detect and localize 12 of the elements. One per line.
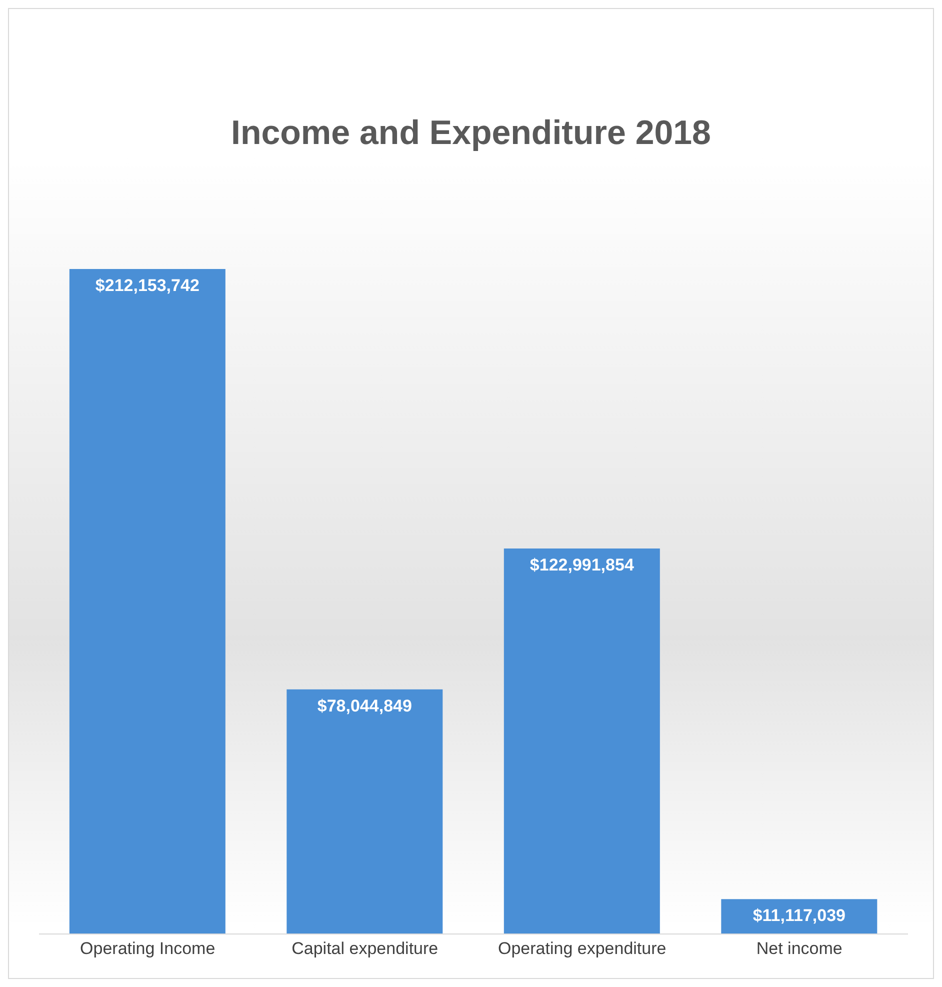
x-tick-label: Net income xyxy=(756,939,842,958)
chart-title: Income and Expenditure 2018 xyxy=(230,114,712,153)
bar xyxy=(69,269,226,934)
data-label: $11,117,039 xyxy=(752,906,846,926)
x-tick-label: Operating Income xyxy=(80,939,216,958)
data-label: $78,044,849 xyxy=(317,696,412,716)
x-tick-label: Capital expenditure xyxy=(292,939,438,958)
x-tick-label: Operating expenditure xyxy=(498,939,666,958)
data-label: $212,153,742 xyxy=(95,276,200,296)
bar xyxy=(504,548,660,934)
data-label: $122,991,854 xyxy=(530,556,634,575)
bar xyxy=(286,689,443,934)
